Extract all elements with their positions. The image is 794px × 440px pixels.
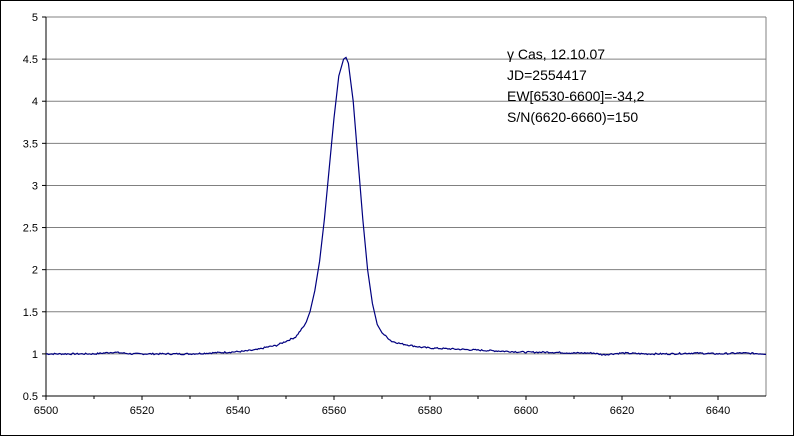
annotation-layer: γ Cas, 12.10.07 JD=2554417 EW[6530-6600]=-… [507, 46, 645, 125]
annotation-line: EW[6530-6600]=-34,2 [507, 88, 645, 104]
x-tick-label: 6540 [226, 405, 250, 417]
y-tick-label: 4.5 [23, 54, 38, 66]
annotation-line: JD=2554417 [507, 67, 587, 83]
y-tick-label: 0.5 [23, 391, 38, 403]
x-tick-label: 6580 [418, 405, 442, 417]
x-tick-label: 6500 [34, 405, 58, 417]
annotation-line: S/N(6620-6660)=150 [507, 109, 638, 125]
x-tick-label: 6520 [130, 405, 154, 417]
series-layer [45, 56, 767, 356]
x-tick-label: 6600 [514, 405, 538, 417]
y-tick-label: 2 [32, 265, 38, 277]
y-tick-label: 2.5 [23, 223, 38, 235]
x-tick-label: 6640 [706, 405, 730, 417]
y-tick-label: 5 [32, 12, 38, 24]
y-tick-label: 1.5 [23, 307, 38, 319]
y-tick-label: 4 [32, 96, 38, 108]
axis-layer: 0.5 1 1.5 2 2.5 3 3.5 4 4.5 5 6500 6520 6540 6560 6580… [23, 12, 766, 417]
annotation-line: γ Cas, 12.10.07 [507, 46, 605, 62]
x-tick-label: 6620 [610, 405, 634, 417]
y-tick-label: 1 [32, 349, 38, 361]
x-tick-label: 6560 [322, 405, 346, 417]
y-tick-label: 3.5 [23, 138, 38, 150]
spectrum-line [45, 56, 767, 356]
y-tick-label: 3 [32, 180, 38, 192]
grid-layer [46, 16, 767, 396]
